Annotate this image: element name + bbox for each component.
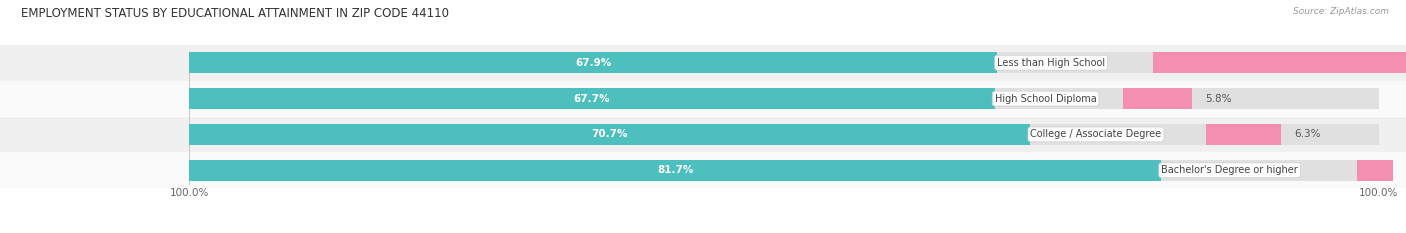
Text: Source: ZipAtlas.com: Source: ZipAtlas.com: [1294, 7, 1389, 16]
Text: 67.9%: 67.9%: [575, 58, 612, 68]
Bar: [190, 52, 997, 73]
Text: 100.0%: 100.0%: [170, 188, 209, 198]
Text: 100.0%: 100.0%: [1360, 188, 1399, 198]
Text: Bachelor's Degree or higher: Bachelor's Degree or higher: [1161, 165, 1298, 175]
Text: High School Diploma: High School Diploma: [994, 94, 1097, 104]
Bar: [1153, 52, 1406, 73]
Bar: [190, 88, 994, 109]
Bar: [1357, 160, 1393, 181]
Text: 70.7%: 70.7%: [592, 129, 628, 139]
Bar: [0, 152, 1406, 188]
Bar: [0, 81, 1406, 116]
Text: Less than High School: Less than High School: [997, 58, 1105, 68]
Bar: [190, 52, 1379, 73]
Bar: [0, 116, 1406, 152]
Text: 81.7%: 81.7%: [657, 165, 693, 175]
Bar: [190, 160, 1161, 181]
Text: EMPLOYMENT STATUS BY EDUCATIONAL ATTAINMENT IN ZIP CODE 44110: EMPLOYMENT STATUS BY EDUCATIONAL ATTAINM…: [21, 7, 449, 20]
Bar: [0, 45, 1406, 81]
Text: 67.7%: 67.7%: [574, 94, 610, 104]
Bar: [1206, 124, 1281, 145]
Bar: [190, 160, 1379, 181]
Bar: [190, 124, 1379, 145]
Text: College / Associate Degree: College / Associate Degree: [1031, 129, 1161, 139]
Bar: [190, 124, 1031, 145]
Text: 5.8%: 5.8%: [1206, 94, 1232, 104]
Bar: [1123, 88, 1192, 109]
Text: 6.3%: 6.3%: [1295, 129, 1322, 139]
Bar: [190, 88, 1379, 109]
